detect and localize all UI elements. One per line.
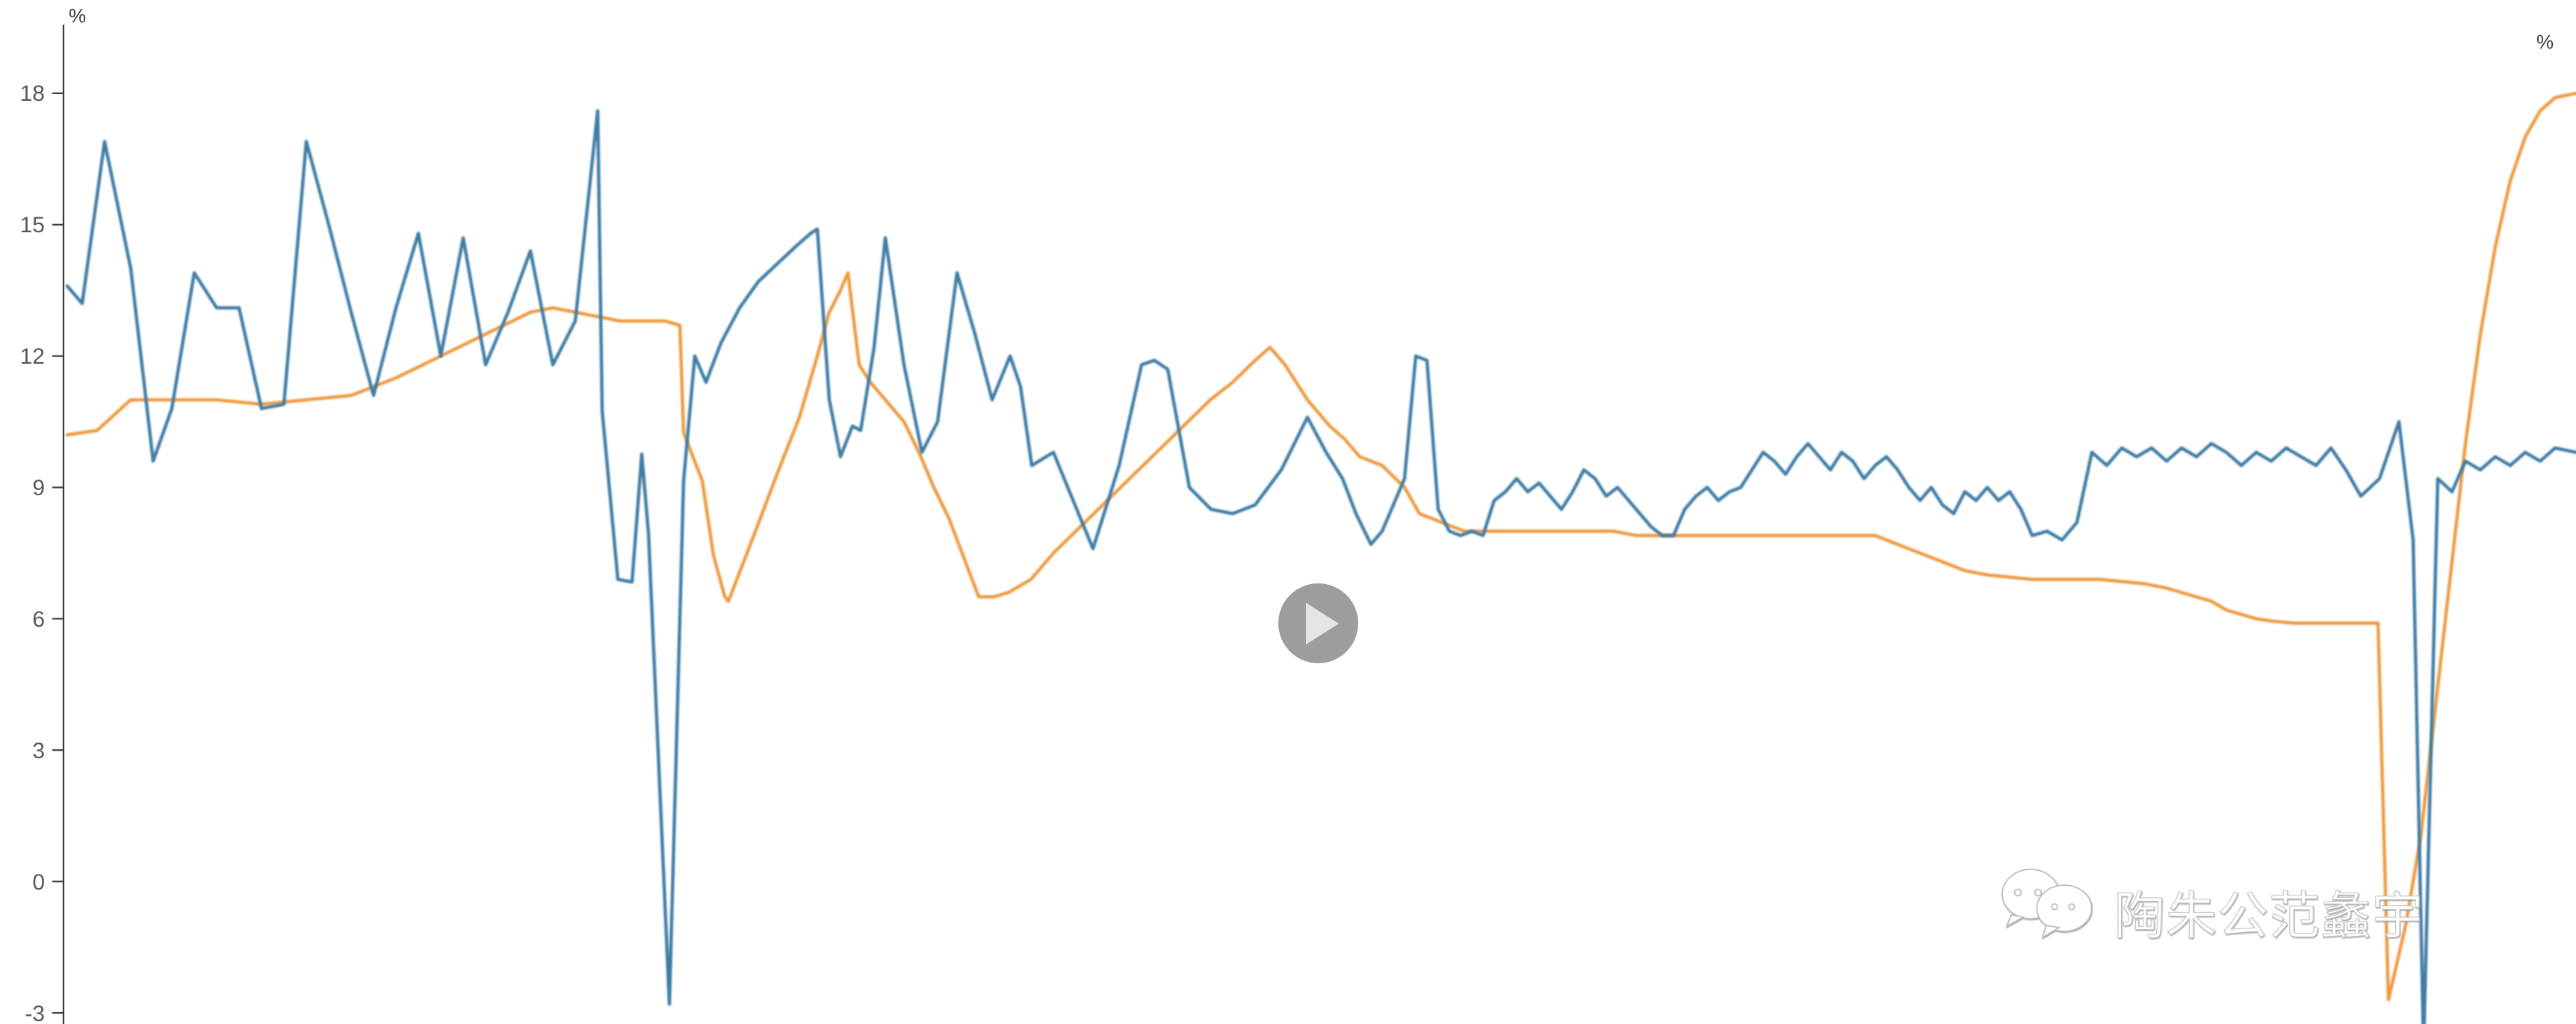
svg-text:-3: -3	[25, 1002, 45, 1024]
svg-text:15: 15	[20, 213, 45, 238]
svg-text:18: 18	[20, 81, 45, 106]
svg-text:12: 12	[20, 344, 45, 369]
svg-text:3: 3	[32, 739, 45, 763]
svg-text:6: 6	[32, 607, 45, 632]
svg-text:0: 0	[32, 870, 45, 895]
svg-text:9: 9	[32, 476, 45, 500]
svg-text:%: %	[69, 4, 86, 27]
svg-text:%: %	[2536, 31, 2554, 53]
svg-text:陶朱公范蠡宇: 陶朱公范蠡宇	[2114, 888, 2424, 945]
